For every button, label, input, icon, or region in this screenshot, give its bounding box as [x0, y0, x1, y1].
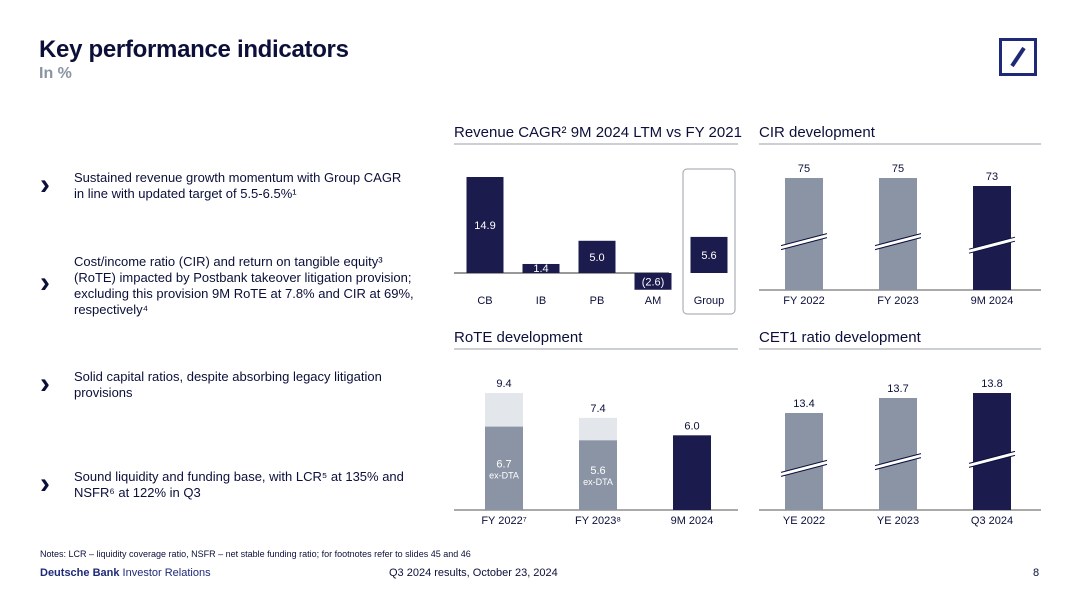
- tick-label: 9M 2024: [671, 515, 714, 527]
- inner-label: 5.6: [590, 465, 605, 477]
- bar-ex-dta: [485, 426, 523, 510]
- cir-chart: CIR development 75 FY 2022 75 FY 2023 73 9M 2…: [759, 124, 1041, 320]
- axis-break-gap: [875, 233, 921, 250]
- revenue-cagr-plot: 14.9 CB 1.4 IB 5.0 PB (2.6) AM 5.6 Group: [454, 143, 738, 315]
- bar-ex-dta: [579, 440, 617, 510]
- data-label: 6.0: [684, 420, 699, 432]
- tick-label: YE 2022: [783, 515, 825, 527]
- chevron-right-icon: ›: [40, 367, 50, 400]
- footnotes: Notes: LCR – liquidity coverage ratio, N…: [40, 549, 471, 559]
- tick-label: PB: [590, 295, 605, 307]
- inner-label: 6.7: [496, 458, 511, 470]
- data-label: 5.0: [589, 252, 604, 264]
- chevron-right-icon: ›: [40, 168, 50, 201]
- highlight-box: [682, 168, 736, 315]
- data-label: 75: [798, 163, 810, 175]
- bar: [522, 263, 560, 273]
- data-label: 13.7: [887, 383, 908, 395]
- axis-break-line: [968, 450, 1016, 464]
- axis-break-gap: [781, 460, 827, 477]
- tick-label: Q3 2024: [971, 515, 1013, 527]
- axis-break-line: [780, 237, 828, 251]
- axis-break-line: [968, 236, 1016, 250]
- bar-dta-segment: [485, 393, 523, 427]
- axis-break-line: [968, 240, 1016, 254]
- chart-title: CET1 ratio development: [759, 329, 921, 346]
- data-label: 7.4: [590, 403, 605, 415]
- chevron-right-icon: ›: [40, 266, 50, 299]
- bullet-text: Solid capital ratios, despite absorbing …: [74, 369, 382, 400]
- bar: [634, 273, 672, 290]
- data-label: 14.9: [474, 220, 495, 232]
- bar: [973, 393, 1011, 510]
- bullet-text: Sustained revenue growth momentum with G…: [74, 170, 402, 201]
- axis-break-line: [874, 237, 922, 251]
- axis-break-line: [780, 463, 828, 477]
- bullet-text: Cost/income ratio (CIR) and return on ta…: [74, 254, 414, 317]
- chart-title: RoTE development: [454, 329, 583, 346]
- bar-dta-segment: [579, 417, 617, 441]
- tick-label: AM: [645, 295, 662, 307]
- bar: [785, 413, 823, 510]
- bar: [879, 178, 917, 290]
- axis-break-line: [874, 453, 922, 467]
- tick-label: FY 2022: [783, 295, 824, 307]
- chevron-right-icon: ›: [40, 467, 50, 500]
- revenue-cagr-chart: Revenue CAGR² 9M 2024 LTM vs FY 2021 14.…: [454, 124, 742, 320]
- data-label: 13.4: [793, 398, 814, 410]
- axis-break-line: [780, 233, 828, 247]
- page-title: Key performance indicators: [39, 36, 349, 63]
- data-label: 5.6: [701, 250, 716, 262]
- data-label: (2.6): [642, 276, 665, 288]
- footer-brand-rest: Investor Relations: [119, 567, 211, 579]
- data-label: 73: [986, 171, 998, 183]
- axis-break-line: [968, 454, 1016, 468]
- page-subtitle: In %: [39, 65, 72, 82]
- slash-logo-icon: [1010, 46, 1026, 68]
- deutsche-bank-logo: [999, 38, 1037, 76]
- bullet-text: Sound liquidity and funding base, with L…: [74, 469, 404, 500]
- bar: [673, 435, 711, 510]
- cet1-chart: CET1 ratio development 13.4 YE 2022 13.7 YE…: [759, 329, 1041, 527]
- tick-label: CB: [477, 295, 492, 307]
- chart-title: Revenue CAGR² 9M 2024 LTM vs FY 2021: [454, 124, 742, 141]
- tick-label: FY 2023: [877, 295, 918, 307]
- inner-sublabel: ex-DTA: [583, 477, 613, 487]
- cet1-plot: 13.4 YE 2022 13.7 YE 2023 13.8 Q3 2024: [759, 348, 1041, 527]
- axis-break-line: [874, 457, 922, 471]
- bar: [690, 236, 728, 273]
- footer-date: Q3 2024 results, October 23, 2024: [389, 567, 558, 579]
- tick-label: Group: [694, 295, 725, 307]
- data-label: 13.8: [981, 378, 1002, 390]
- data-label: 9.4: [496, 378, 511, 390]
- tick-label: FY 2022⁷: [481, 515, 526, 527]
- tick-label: 9M 2024: [971, 295, 1014, 307]
- axis-break-gap: [875, 453, 921, 470]
- data-label: 1.4: [533, 263, 548, 275]
- tick-label: YE 2023: [877, 515, 919, 527]
- footer-brand: Deutsche Bank Investor Relations: [40, 567, 211, 579]
- axis-break-gap: [781, 233, 827, 250]
- footer-brand-bold: Deutsche Bank: [40, 567, 120, 579]
- inner-sublabel: ex-DTA: [489, 470, 519, 480]
- bar: [785, 178, 823, 290]
- cir-plot: 75 FY 2022 75 FY 2023 73 9M 2024: [759, 143, 1041, 307]
- page-number: 8: [1033, 567, 1040, 579]
- chart-title: CIR development: [759, 124, 875, 141]
- axis-break-line: [780, 459, 828, 473]
- axis-break-gap: [969, 237, 1015, 254]
- bar: [466, 177, 504, 273]
- axis-break-gap: [969, 451, 1015, 468]
- tick-label: IB: [536, 295, 546, 307]
- rote-chart: RoTE development 6.7 ex-DTA 9.4 FY 2022⁷ 5.6…: [454, 329, 738, 527]
- axis-break-line: [874, 233, 922, 247]
- tick-label: FY 2023⁸: [575, 515, 621, 527]
- bar: [879, 398, 917, 510]
- data-label: 75: [892, 163, 904, 175]
- bar: [973, 186, 1011, 290]
- bar: [578, 240, 616, 273]
